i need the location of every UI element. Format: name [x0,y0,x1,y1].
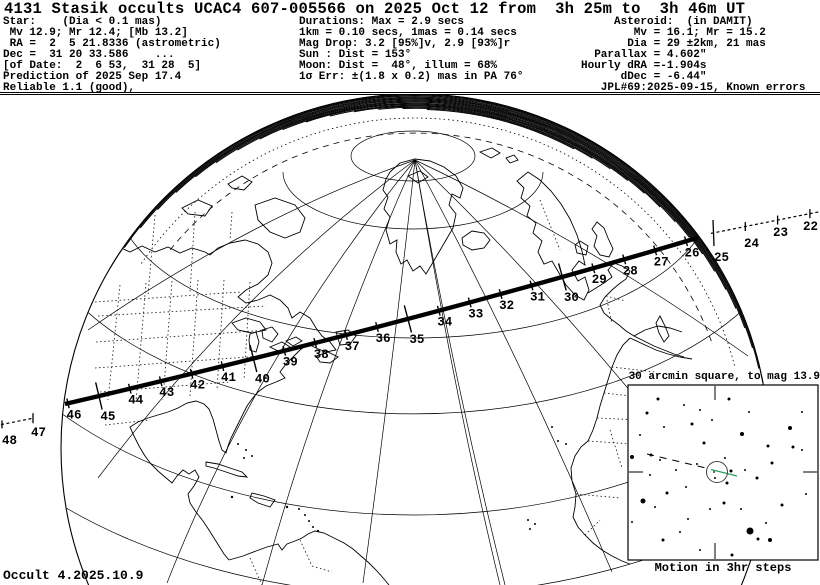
occultation-track [64,235,698,407]
svg-text:29: 29 [592,273,607,287]
svg-text:44: 44 [128,394,144,408]
svg-text:42: 42 [190,379,205,393]
svg-text:47: 47 [31,426,46,440]
svg-text:40: 40 [255,372,270,386]
svg-text:37: 37 [345,340,360,354]
svg-text:30: 30 [564,291,579,305]
svg-text:36: 36 [375,332,390,346]
asteroid-motion-track [646,453,707,469]
software-version-label: Occult 4.2025.10.9 [3,568,144,583]
target-star-circle [706,461,728,483]
political-borders [94,199,656,585]
svg-text:26: 26 [684,246,699,260]
track-extensions: 22 23 24 25 47 48 [0,209,820,448]
svg-text:24: 24 [744,237,760,251]
svg-text:34: 34 [437,316,453,330]
coastlines [94,147,693,585]
svg-text:33: 33 [468,307,483,321]
track-minute-ticks [66,236,689,410]
svg-text:38: 38 [314,348,329,362]
svg-text:28: 28 [623,264,638,278]
svg-text:27: 27 [654,255,669,269]
star-details-block: Star: (Dia < 0.1 mas) Mv 12.9; Mr 12.4; … [3,16,221,94]
inset-star-field [630,397,807,557]
svg-text:46: 46 [66,408,81,422]
svg-text:35: 35 [409,333,424,347]
svg-text:41: 41 [221,371,236,385]
svg-text:23: 23 [773,226,788,240]
limb-hatch-band [109,95,765,390]
svg-text:25: 25 [714,251,729,265]
svg-text:39: 39 [283,356,298,370]
track-minute-labels: 26 27 28 29 30 31 32 33 34 35 36 37 38 39 40 41 42 43 44 45… [66,246,699,424]
svg-text:22: 22 [803,220,818,234]
inset-title: 30 arcmin square, to mag 13.9 [628,371,820,383]
svg-text:48: 48 [2,434,17,448]
svg-text:32: 32 [499,299,514,313]
terminator-arcs [141,117,736,369]
event-details-block: Durations: Max = 2.9 secs 1km = 0.10 sec… [299,16,524,83]
page-title: 4131 Stasik occults UCAC4 607-005566 on … [4,0,746,18]
small-islands [230,426,567,533]
star-chart-inset [627,384,819,561]
svg-text:45: 45 [100,410,115,424]
inset-caption: Motion in 3hr steps [654,561,792,575]
inset-fiducials [629,386,817,559]
header-separator [0,92,820,95]
svg-text:43: 43 [159,386,174,400]
asteroid-motion-current-step [710,468,738,477]
svg-text:31: 31 [530,291,545,305]
asteroid-details-block: Asteroid: (in DAMIT) Mv = 16.1; Mr = 15.… [581,16,806,94]
target-star-dot [713,471,715,473]
